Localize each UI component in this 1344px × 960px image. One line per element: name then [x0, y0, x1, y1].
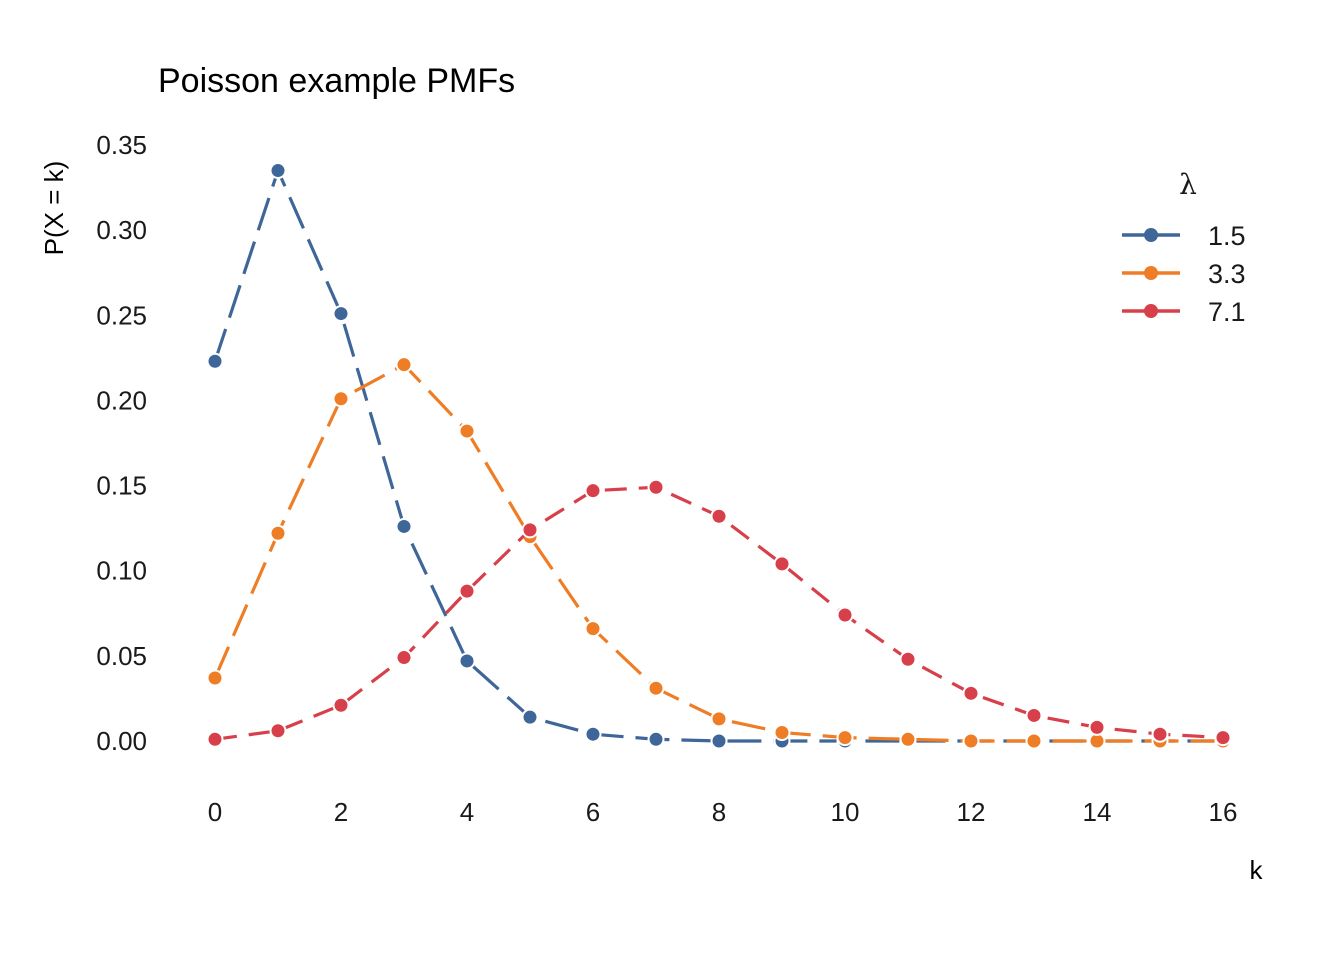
data-point	[332, 305, 350, 323]
data-point	[647, 478, 665, 496]
legend-key-point	[1144, 228, 1158, 242]
data-point	[1151, 725, 1169, 743]
legend-item: 1.5	[1122, 221, 1246, 251]
data-point	[269, 162, 287, 180]
series-1.5	[206, 162, 1232, 750]
legend-key-point	[1144, 266, 1158, 280]
data-point	[521, 521, 539, 539]
y-tick-label: 0.35	[96, 130, 147, 160]
data-point	[962, 732, 980, 750]
x-axis-label: k	[1250, 855, 1264, 885]
data-point	[1025, 732, 1043, 750]
data-point	[836, 729, 854, 747]
data-point	[458, 422, 476, 440]
x-tick-label: 8	[712, 797, 726, 827]
data-point	[647, 679, 665, 697]
x-tick-label: 4	[460, 797, 474, 827]
data-point	[773, 723, 791, 741]
data-point	[584, 725, 602, 743]
data-point	[1088, 718, 1106, 736]
data-point	[647, 730, 665, 748]
data-point	[269, 524, 287, 542]
data-point	[773, 555, 791, 573]
y-tick-label: 0.10	[96, 556, 147, 586]
data-point	[395, 649, 413, 667]
legend: λ 1.5 3.3 7.1	[1122, 168, 1246, 327]
data-point	[899, 650, 917, 668]
y-tick-label: 0.30	[96, 215, 147, 245]
data-point	[1214, 729, 1232, 747]
x-tick-label: 14	[1083, 797, 1112, 827]
legend-label: 1.5	[1208, 221, 1246, 251]
y-tick-label: 0.05	[96, 641, 147, 671]
data-point	[710, 732, 728, 750]
legend-item: 7.1	[1122, 297, 1246, 327]
x-tick-label: 12	[957, 797, 986, 827]
series-line	[213, 363, 1223, 743]
chart-title: Poisson example PMFs	[158, 62, 515, 100]
data-point	[836, 606, 854, 624]
y-tick-label: 0.00	[96, 726, 147, 756]
data-point	[206, 730, 224, 748]
data-point	[395, 356, 413, 374]
legend-item: 3.3	[1122, 259, 1246, 289]
series-7.1	[206, 478, 1232, 748]
data-point	[332, 390, 350, 408]
data-point	[269, 722, 287, 740]
data-point	[395, 517, 413, 535]
data-point	[962, 684, 980, 702]
data-point	[521, 708, 539, 726]
y-tick-label: 0.25	[96, 300, 147, 330]
data-point	[710, 710, 728, 728]
legend-title: λ	[1179, 168, 1197, 201]
x-tick-label: 6	[586, 797, 600, 827]
x-tick-label: 0	[208, 797, 222, 827]
data-point	[710, 507, 728, 525]
data-point	[899, 730, 917, 748]
data-point	[1025, 706, 1043, 724]
legend-label: 3.3	[1208, 259, 1246, 289]
legend-key-point	[1144, 304, 1158, 318]
series-line	[214, 485, 1224, 741]
data-point	[458, 582, 476, 600]
y-axis-label: P(X = k)	[39, 161, 69, 256]
y-tick-label: 0.15	[96, 471, 147, 501]
data-point	[332, 696, 350, 714]
x-tick-label: 2	[334, 797, 348, 827]
x-tick-label: 16	[1209, 797, 1238, 827]
series-line	[213, 168, 1223, 743]
y-tick-label: 0.20	[96, 385, 147, 415]
data-point	[458, 652, 476, 670]
data-point	[584, 620, 602, 638]
data-point	[206, 352, 224, 370]
y-axis-ticks: 0.00 0.05 0.10 0.15 0.20 0.25 0.30 0.35	[96, 130, 147, 756]
legend-label: 7.1	[1208, 297, 1246, 327]
x-tick-label: 10	[831, 797, 860, 827]
x-axis-ticks: 0 2 4 6 8 10 12 14 16	[208, 797, 1238, 827]
data-point	[584, 482, 602, 500]
data-point	[206, 669, 224, 687]
plot-area	[206, 162, 1232, 750]
